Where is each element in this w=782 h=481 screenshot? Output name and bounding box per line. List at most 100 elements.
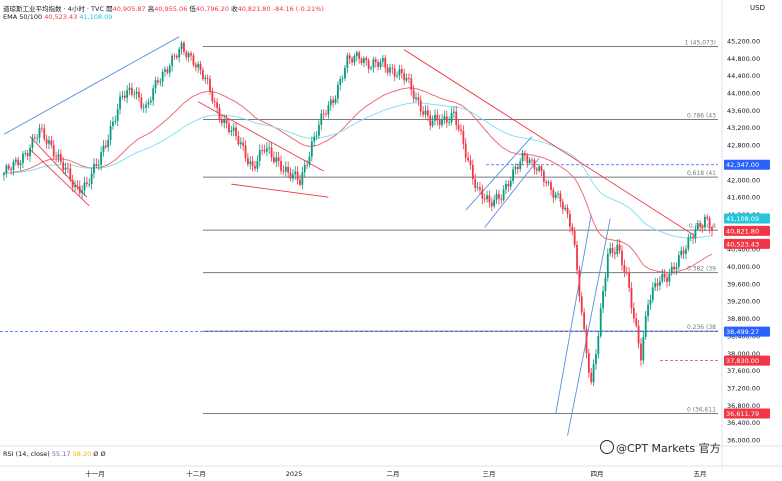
candle-body — [711, 228, 713, 231]
candle-body — [644, 316, 647, 337]
candle-body — [509, 180, 512, 187]
trend-line — [29, 149, 90, 207]
trend-line — [555, 214, 592, 415]
fib-level-label: 0.786 (43 — [687, 113, 716, 120]
currency-label: USD — [750, 4, 765, 12]
candle-body — [381, 58, 384, 62]
candle — [384, 54, 387, 73]
candle-body — [599, 308, 602, 337]
candle — [403, 68, 406, 85]
open-value: 40,905.87 — [112, 5, 146, 13]
candle — [325, 109, 327, 118]
candle-body — [22, 153, 24, 163]
candle — [687, 233, 690, 252]
candle — [43, 124, 46, 142]
candle-body — [351, 58, 353, 63]
candle — [10, 166, 13, 175]
candle — [64, 162, 67, 176]
candle-body — [490, 202, 493, 207]
price-tick-label: 40,400.00 — [727, 246, 760, 254]
candle-body — [502, 189, 505, 200]
candle — [244, 140, 247, 162]
candle — [500, 194, 503, 205]
candle — [180, 40, 183, 55]
candle-body — [71, 179, 74, 188]
price-tick-label: 38,800.00 — [727, 315, 760, 323]
candle-body — [128, 87, 131, 91]
change-value: -84.16 (-0.21%) — [272, 5, 324, 13]
candle — [178, 47, 181, 63]
candle-body — [410, 78, 413, 90]
candle — [318, 120, 320, 139]
candle-body — [3, 173, 5, 176]
candle — [220, 115, 223, 127]
candle — [95, 158, 98, 169]
candle-body — [263, 150, 266, 152]
candle — [457, 119, 460, 132]
candle-body — [327, 105, 330, 115]
candle — [287, 161, 290, 178]
candle — [329, 95, 332, 111]
candle — [339, 75, 342, 91]
price-badge-text: 37,830.00 — [726, 357, 759, 365]
candle-body — [64, 167, 67, 170]
price-tick-label: 36,400.00 — [727, 419, 760, 427]
candle — [441, 113, 443, 128]
candle-body — [441, 119, 443, 125]
candle-body — [495, 194, 498, 200]
candle-body — [180, 42, 183, 50]
candle — [670, 262, 673, 276]
candle-body — [334, 98, 337, 103]
candle — [258, 144, 261, 167]
candle — [533, 157, 536, 175]
candle — [519, 158, 522, 172]
candle-body — [202, 70, 204, 80]
candle — [476, 182, 479, 191]
candle-body — [689, 236, 692, 238]
candle-body — [692, 236, 694, 239]
candle — [3, 171, 5, 181]
candle — [696, 219, 699, 232]
candle-body — [426, 110, 429, 116]
candle-body — [152, 88, 155, 101]
candle-body — [571, 226, 574, 232]
candle — [140, 93, 143, 111]
candle-body — [52, 144, 55, 157]
candle-body — [26, 153, 29, 157]
candle — [36, 133, 39, 143]
candle — [479, 182, 481, 195]
candle-body — [405, 77, 408, 81]
candle-body — [384, 58, 387, 68]
candle — [7, 163, 10, 171]
candle — [573, 227, 576, 248]
candle-body — [604, 277, 607, 292]
candle — [448, 116, 451, 126]
ema-lines — [3, 87, 713, 273]
rsi-legend[interactable]: RSI (14, close) 55.17 58.20 Ø Ø — [3, 450, 106, 458]
candle — [559, 190, 562, 208]
candle — [289, 167, 292, 182]
candle-body — [306, 164, 308, 166]
trend-line — [465, 136, 533, 211]
candle — [666, 272, 668, 288]
price-tick-label: 38,000.00 — [727, 350, 760, 358]
candle — [190, 50, 192, 61]
candle-body — [275, 157, 278, 163]
candle — [625, 266, 628, 276]
trend-line — [484, 157, 540, 228]
candle — [552, 187, 555, 203]
candle — [100, 146, 102, 171]
candle-body — [576, 244, 578, 270]
fib-level-label: 1 (45,073) — [685, 40, 716, 47]
ema-legend[interactable]: EMA 50/100 40,523.43 41,108.09 — [3, 13, 112, 21]
candle — [268, 141, 271, 154]
candle-body — [628, 273, 631, 288]
candle-body — [398, 69, 401, 76]
time-tick-label: 三月 — [483, 470, 496, 478]
candle — [67, 162, 69, 174]
candle — [429, 110, 432, 131]
price-tick-label: 39,200.00 — [727, 298, 760, 306]
high-label: 高 — [147, 5, 155, 13]
candle-body — [187, 53, 190, 58]
